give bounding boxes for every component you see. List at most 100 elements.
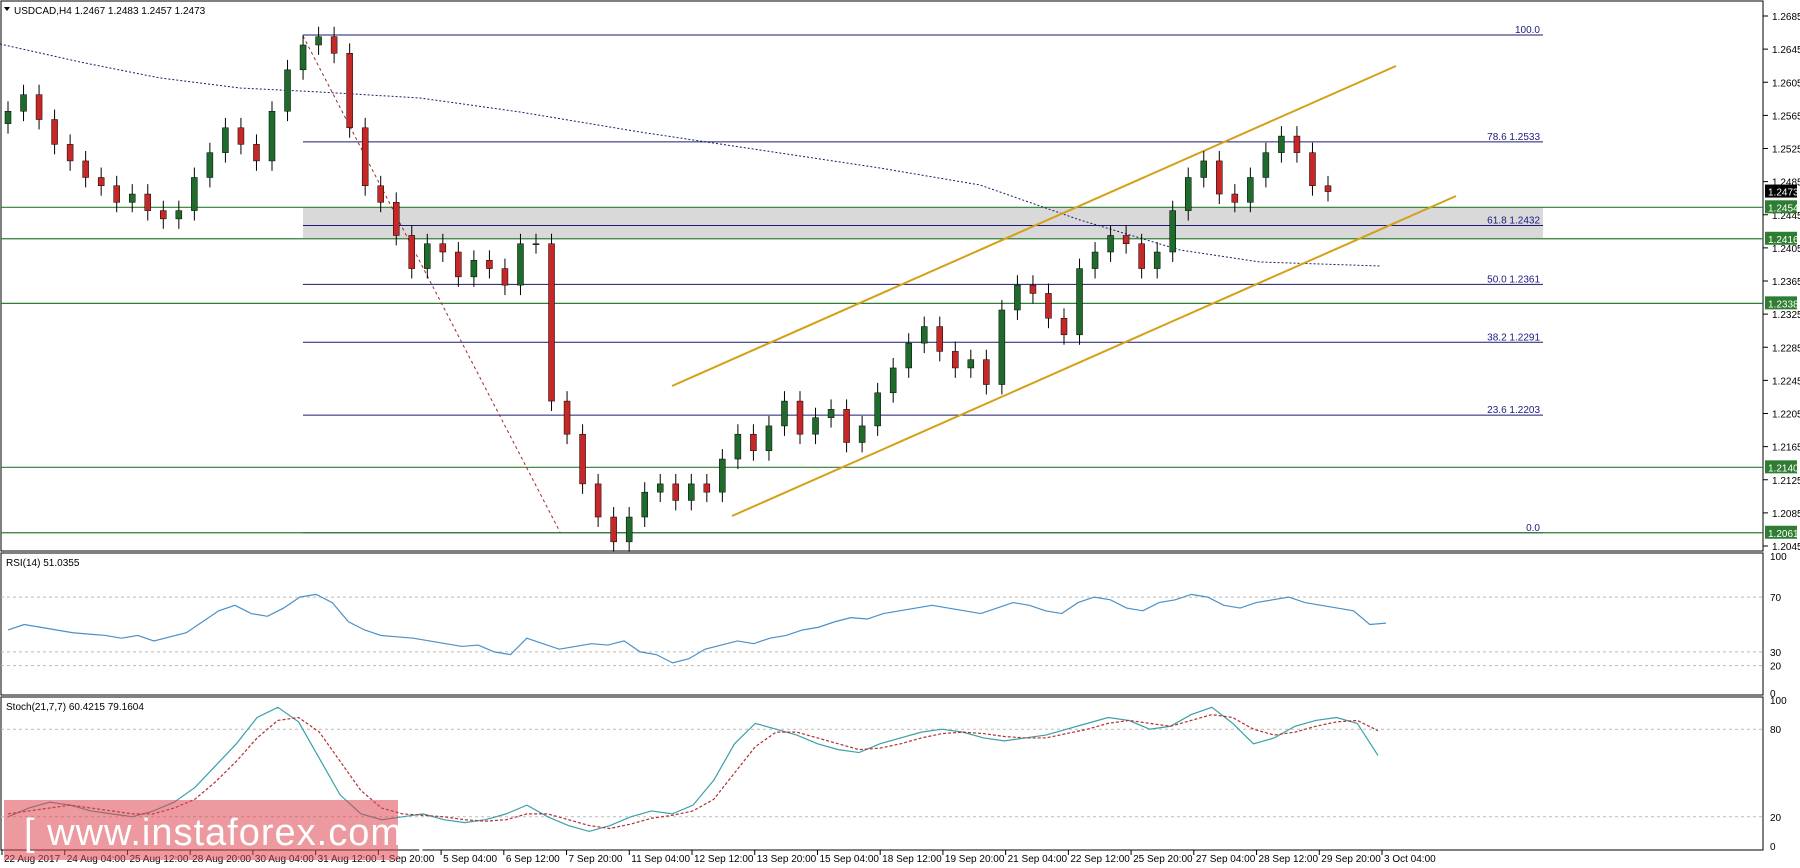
fib-level-label: 78.6 1.2533 — [1487, 132, 1540, 143]
candle-body — [1153, 251, 1161, 269]
price-axis-label: 1.2405 — [1772, 244, 1800, 255]
main-header: USDCAD,H4 1.2467 1.2483 1.2457 1.2473 — [14, 6, 206, 17]
price-axis-label: 1.2085 — [1772, 509, 1800, 520]
candle-body — [594, 483, 602, 518]
rsi-axis-label: 70 — [1770, 593, 1782, 604]
candle-body — [688, 483, 695, 501]
candlesticks — [4, 26, 1332, 552]
candle-body — [1247, 177, 1254, 203]
candle-body — [812, 417, 819, 435]
time-axis-label: 13 Sep 20:00 — [757, 854, 817, 865]
candle-body — [1278, 135, 1285, 153]
candle-body — [330, 36, 338, 54]
candle-body — [750, 433, 757, 452]
candle-body — [781, 400, 788, 427]
candle-body — [175, 210, 183, 220]
candle-body — [1184, 177, 1192, 211]
candle-body — [1309, 152, 1316, 187]
candle-body — [548, 243, 555, 402]
candle-body — [315, 36, 322, 46]
time-axis-label: 1 Sep 20:00 — [380, 854, 434, 865]
price-axis-label: 1.2165 — [1772, 443, 1800, 454]
price-axis-label: 1.2525 — [1772, 145, 1800, 156]
price-axis-label: 1.2565 — [1772, 111, 1800, 122]
price-tag-box — [1765, 231, 1797, 245]
candle-body — [1107, 235, 1114, 253]
candle-body — [206, 152, 214, 178]
candle-body — [827, 409, 835, 418]
time-axis-label: 11 Sep 04:00 — [631, 854, 690, 865]
stoch-main-line — [7, 706, 1379, 833]
candle-body — [113, 185, 120, 203]
candle-body — [408, 235, 416, 269]
time-axis-label: 3 Oct 04:00 — [1384, 854, 1436, 865]
price-axis-label: 1.2445 — [1772, 211, 1800, 222]
fib-level-label: 100.0 — [1515, 25, 1540, 36]
candle-body — [983, 359, 990, 385]
candle-body — [1122, 235, 1130, 244]
candle-body — [455, 251, 462, 278]
rsi-panel-frame — [0, 552, 1764, 696]
price-tag-box — [1765, 525, 1797, 539]
time-axis-label: 25 Sep 20:00 — [1133, 854, 1193, 865]
candle-body — [905, 342, 912, 369]
candle-body — [1324, 185, 1332, 192]
candle-body — [1045, 293, 1052, 319]
price-tags: 1.2473 1.2454 1.2416 1.2338 1.2140 1.2061 — [1765, 184, 1799, 540]
candle-body — [874, 392, 881, 427]
candle-body — [1014, 284, 1021, 311]
price-axis-label: 1.2325 — [1772, 310, 1800, 321]
price-axis-label: 1.2645 — [1772, 45, 1800, 56]
stoch-axis-label: 20 — [1770, 813, 1782, 824]
candle-body — [765, 425, 773, 452]
candle-body — [1029, 284, 1037, 294]
candle-body — [486, 260, 493, 269]
fibonacci-levels: 100.0 78.6 1.2533 61.8 1.2432 50.0 1.2361 38… — [303, 25, 1543, 534]
time-axis-label: 7 Sep 20:00 — [569, 854, 623, 865]
candle-body — [517, 243, 524, 286]
candle-body — [920, 326, 928, 344]
candle-body — [470, 260, 478, 278]
stoch-signal-line — [7, 713, 1379, 830]
rsi-axis-label: 100 — [1770, 552, 1787, 563]
stoch-axis-label: 100 — [1770, 696, 1787, 707]
candle-body — [967, 359, 975, 369]
candle-body — [1138, 243, 1145, 269]
candle-body — [424, 243, 431, 269]
candle-body — [641, 491, 648, 518]
support-zone — [303, 207, 1543, 238]
candle-body — [532, 243, 540, 245]
price-axis-label: 1.2245 — [1772, 376, 1800, 387]
fib-level-label: 50.0 1.2361 — [1487, 274, 1540, 285]
candle-body — [237, 127, 245, 145]
candle-body — [936, 326, 944, 352]
watermark-text: [ www.instaforex.com ] — [24, 812, 427, 854]
stoch-axis: 100 80 20 0 — [1770, 696, 1787, 853]
candle-body — [998, 309, 1006, 385]
candle-body — [97, 177, 105, 187]
stoch-axis-label: 0 — [1770, 842, 1776, 853]
fib-level-label: 23.6 1.2203 — [1487, 405, 1540, 416]
candle-body — [858, 425, 866, 443]
stoch-panel-frame — [0, 696, 1764, 851]
candle-body — [610, 516, 617, 543]
candle-body — [625, 516, 633, 543]
price-tag-label: 1.2061 — [1768, 529, 1799, 540]
candle-body — [392, 202, 400, 236]
collapse-triangle-icon[interactable] — [4, 7, 10, 11]
candle-body — [128, 193, 136, 203]
support-resistance-lines — [1, 206, 1763, 534]
candle-body — [1200, 160, 1208, 178]
price-tag-box — [1765, 460, 1797, 474]
candle-body — [66, 144, 74, 162]
candle-body — [222, 127, 229, 153]
candle-body — [719, 458, 726, 493]
candle-body — [1293, 135, 1301, 153]
stoch-header: Stoch(21,7,7) 60.4215 79.1604 — [6, 702, 144, 713]
candle-body — [796, 400, 804, 435]
watermark-url: www.instaforex.com — [47, 812, 404, 854]
price-axis-label: 1.2365 — [1772, 277, 1800, 288]
price-axis: 1.26851.26451.26051.25651.25251.24851.24… — [1763, 12, 1800, 553]
candle-body — [51, 119, 58, 145]
